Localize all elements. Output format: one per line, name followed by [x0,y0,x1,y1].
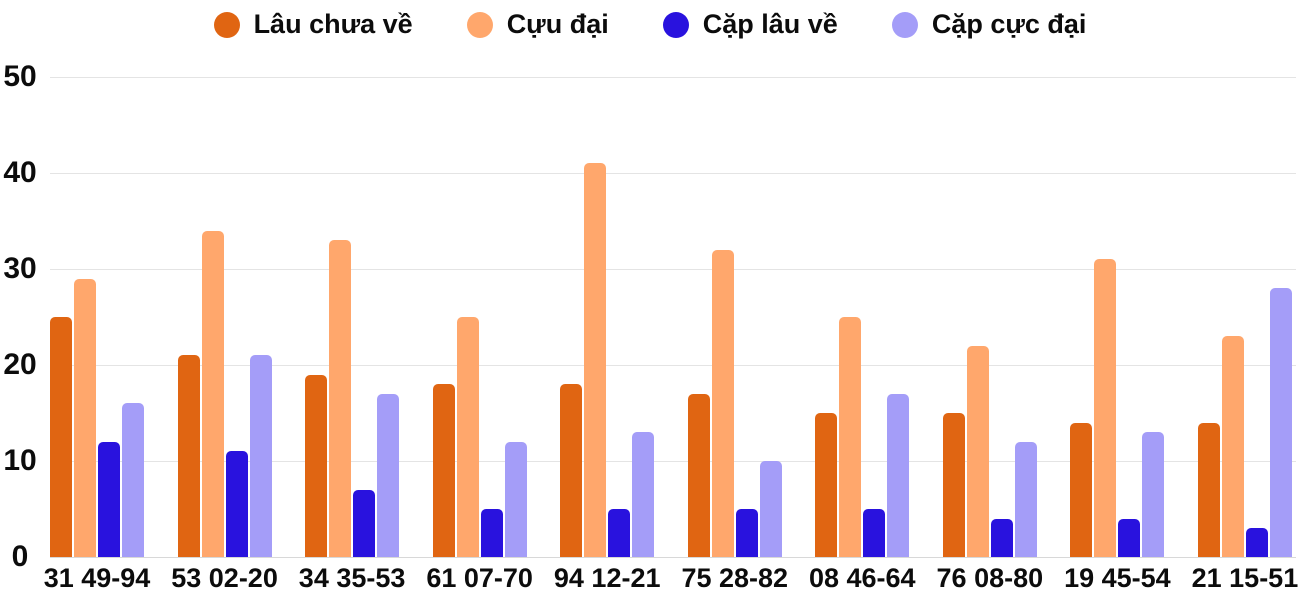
bar [815,413,838,557]
bar [98,441,120,557]
legend-swatch [891,11,918,38]
bar [432,384,455,557]
plot-area: 31 49-94 53 02-20 34 35-53 61 07-70 94 12-21… [44,77,1298,593]
bar [687,393,710,557]
bar [863,509,886,557]
legend-label: Cặp lâu về [702,9,838,39]
bar [225,451,248,557]
legend-label: Cựu đại [506,9,609,39]
bar [50,317,72,557]
bar [329,240,352,557]
x-axis-category-label: 75 28-82 [681,563,789,593]
bar [1221,336,1244,557]
bar [305,374,328,557]
bar-group: 94 12-21 [554,77,660,593]
y-axis-tick-label: 40 [3,156,37,189]
gridline [50,557,1296,558]
legend-label: Cặp cực đại [931,9,1087,39]
bar [942,413,965,557]
bar [1197,422,1220,557]
bar [353,489,376,557]
y-axis-tick-label: 50 [3,60,37,93]
bar-group: 08 46-64 [809,77,916,593]
bar [177,355,200,557]
bar [249,355,272,557]
bar [1269,288,1292,557]
bar [608,509,631,557]
bar [839,317,862,557]
bar-group: 76 08-80 [937,77,1043,593]
legend-swatch [213,11,240,38]
bar-group: 21 15-51 [1192,77,1298,593]
bar [887,393,910,557]
bar [584,163,607,557]
x-axis-category-label: 19 45-54 [1064,563,1171,593]
y-axis-tick-label: 10 [3,444,37,477]
bar [1245,528,1268,557]
legend-item-3[interactable]: Cặp lâu về [662,9,838,39]
bar [759,461,782,557]
bar [735,509,758,557]
x-axis-category-label: 94 12-21 [553,563,661,593]
legend-swatch [662,11,689,38]
legend-item-4[interactable]: Cặp cực đại [891,9,1087,39]
legend-label: Lâu chưa về [253,9,413,39]
bar [377,393,400,557]
bar [1142,432,1165,557]
bar [560,384,583,557]
bar [632,432,655,557]
bar [1118,518,1141,557]
y-axis-tick-label: 20 [3,348,37,381]
bar-group: 75 28-82 [681,77,788,593]
x-axis-category-label: 08 46-64 [808,563,916,593]
x-axis-category-label: 61 07-70 [426,563,533,593]
bar [504,441,527,557]
bar [711,249,734,557]
bar [456,317,479,557]
x-axis-category-label: 76 08-80 [936,563,1044,593]
bar [990,518,1013,557]
x-axis-category-label: 53 02-20 [171,563,278,593]
bar-group: 31 49-94 [44,77,150,593]
x-axis-category-label: 31 49-94 [43,563,151,593]
bar [201,230,224,557]
bar [122,403,144,557]
bar [480,509,503,557]
x-axis-category-label: 21 15-51 [1191,563,1299,593]
legend: Lâu chưa về Cựu đại Cặp lâu về Cặp cực đại [0,11,1300,38]
bar [1070,422,1093,557]
bar-group: 61 07-70 [426,77,533,593]
y-axis-tick-label: 0 [11,540,29,573]
bar [966,345,989,557]
bar [1014,441,1037,557]
bar-group: 53 02-20 [171,77,278,593]
bar-group: 34 35-53 [299,77,405,593]
x-axis-category-label: 34 35-53 [298,563,406,593]
bar-group: 19 45-54 [1064,77,1171,593]
legend-item-1[interactable]: Lâu chưa về [213,9,413,39]
legend-item-2[interactable]: Cựu đại [466,9,609,39]
y-axis-tick-label: 30 [3,252,37,285]
legend-swatch [466,11,493,38]
bar [74,278,96,557]
bar [1094,259,1117,557]
